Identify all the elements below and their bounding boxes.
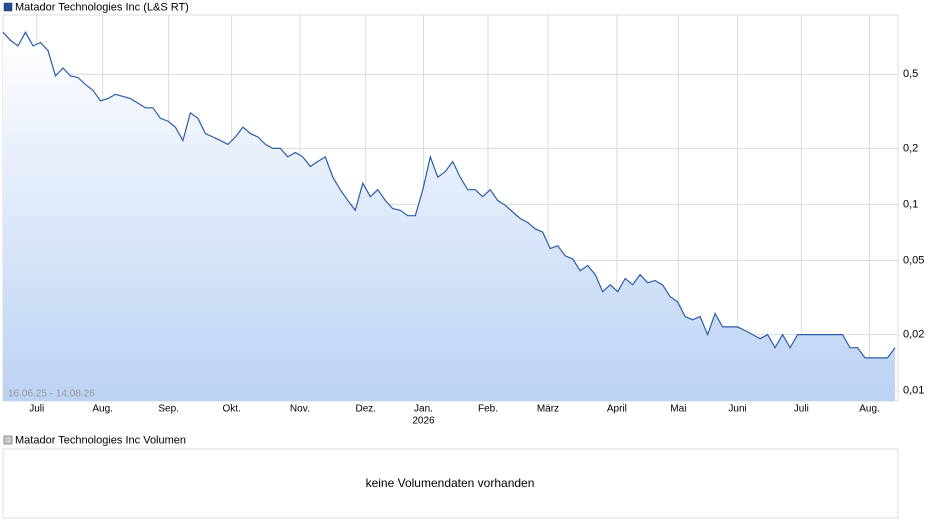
y-tick-label: 0,1 bbox=[903, 198, 918, 210]
volume-legend-swatch bbox=[3, 435, 13, 445]
date-range: 16.06.25 - 14.08.26 bbox=[8, 389, 95, 400]
y-tick-label: 0,02 bbox=[903, 329, 924, 341]
y-tick-label: 0,01 bbox=[903, 385, 924, 397]
y-tick-label: 0,05 bbox=[903, 254, 924, 266]
x-tick-label: Jan. bbox=[414, 404, 433, 415]
x-tick-label: Aug. bbox=[859, 404, 880, 415]
year-label: 2026 bbox=[412, 416, 435, 427]
x-tick-label: Feb. bbox=[478, 404, 498, 415]
x-tick-label: März bbox=[537, 404, 559, 415]
y-tick-label: 0,5 bbox=[903, 68, 918, 80]
legend-swatch bbox=[3, 2, 13, 12]
x-tick-label: Mai bbox=[670, 404, 686, 415]
x-tick-label: Juni bbox=[728, 404, 746, 415]
x-tick-label: Okt. bbox=[222, 404, 240, 415]
y-tick-label: 0,2 bbox=[903, 142, 918, 154]
x-tick-label: Aug. bbox=[92, 404, 113, 415]
x-tick-label: Juli bbox=[29, 404, 44, 415]
x-tick-label: Nov. bbox=[290, 404, 310, 415]
plot-area bbox=[2, 15, 898, 402]
x-tick-label: April bbox=[607, 404, 627, 415]
x-tick-label: Juli bbox=[794, 404, 809, 415]
volume-panel bbox=[2, 448, 899, 519]
x-tick-label: Sep. bbox=[158, 404, 179, 415]
price-line bbox=[2, 31, 896, 359]
x-tick-label: Dez. bbox=[356, 404, 377, 415]
volume-title: Matador Technologies Inc Volumen bbox=[15, 434, 186, 446]
volume-message: keine Volumendaten vorhanden bbox=[366, 476, 535, 490]
chart-title: Matador Technologies Inc (L&S RT) bbox=[15, 1, 189, 13]
price-area bbox=[3, 32, 895, 402]
